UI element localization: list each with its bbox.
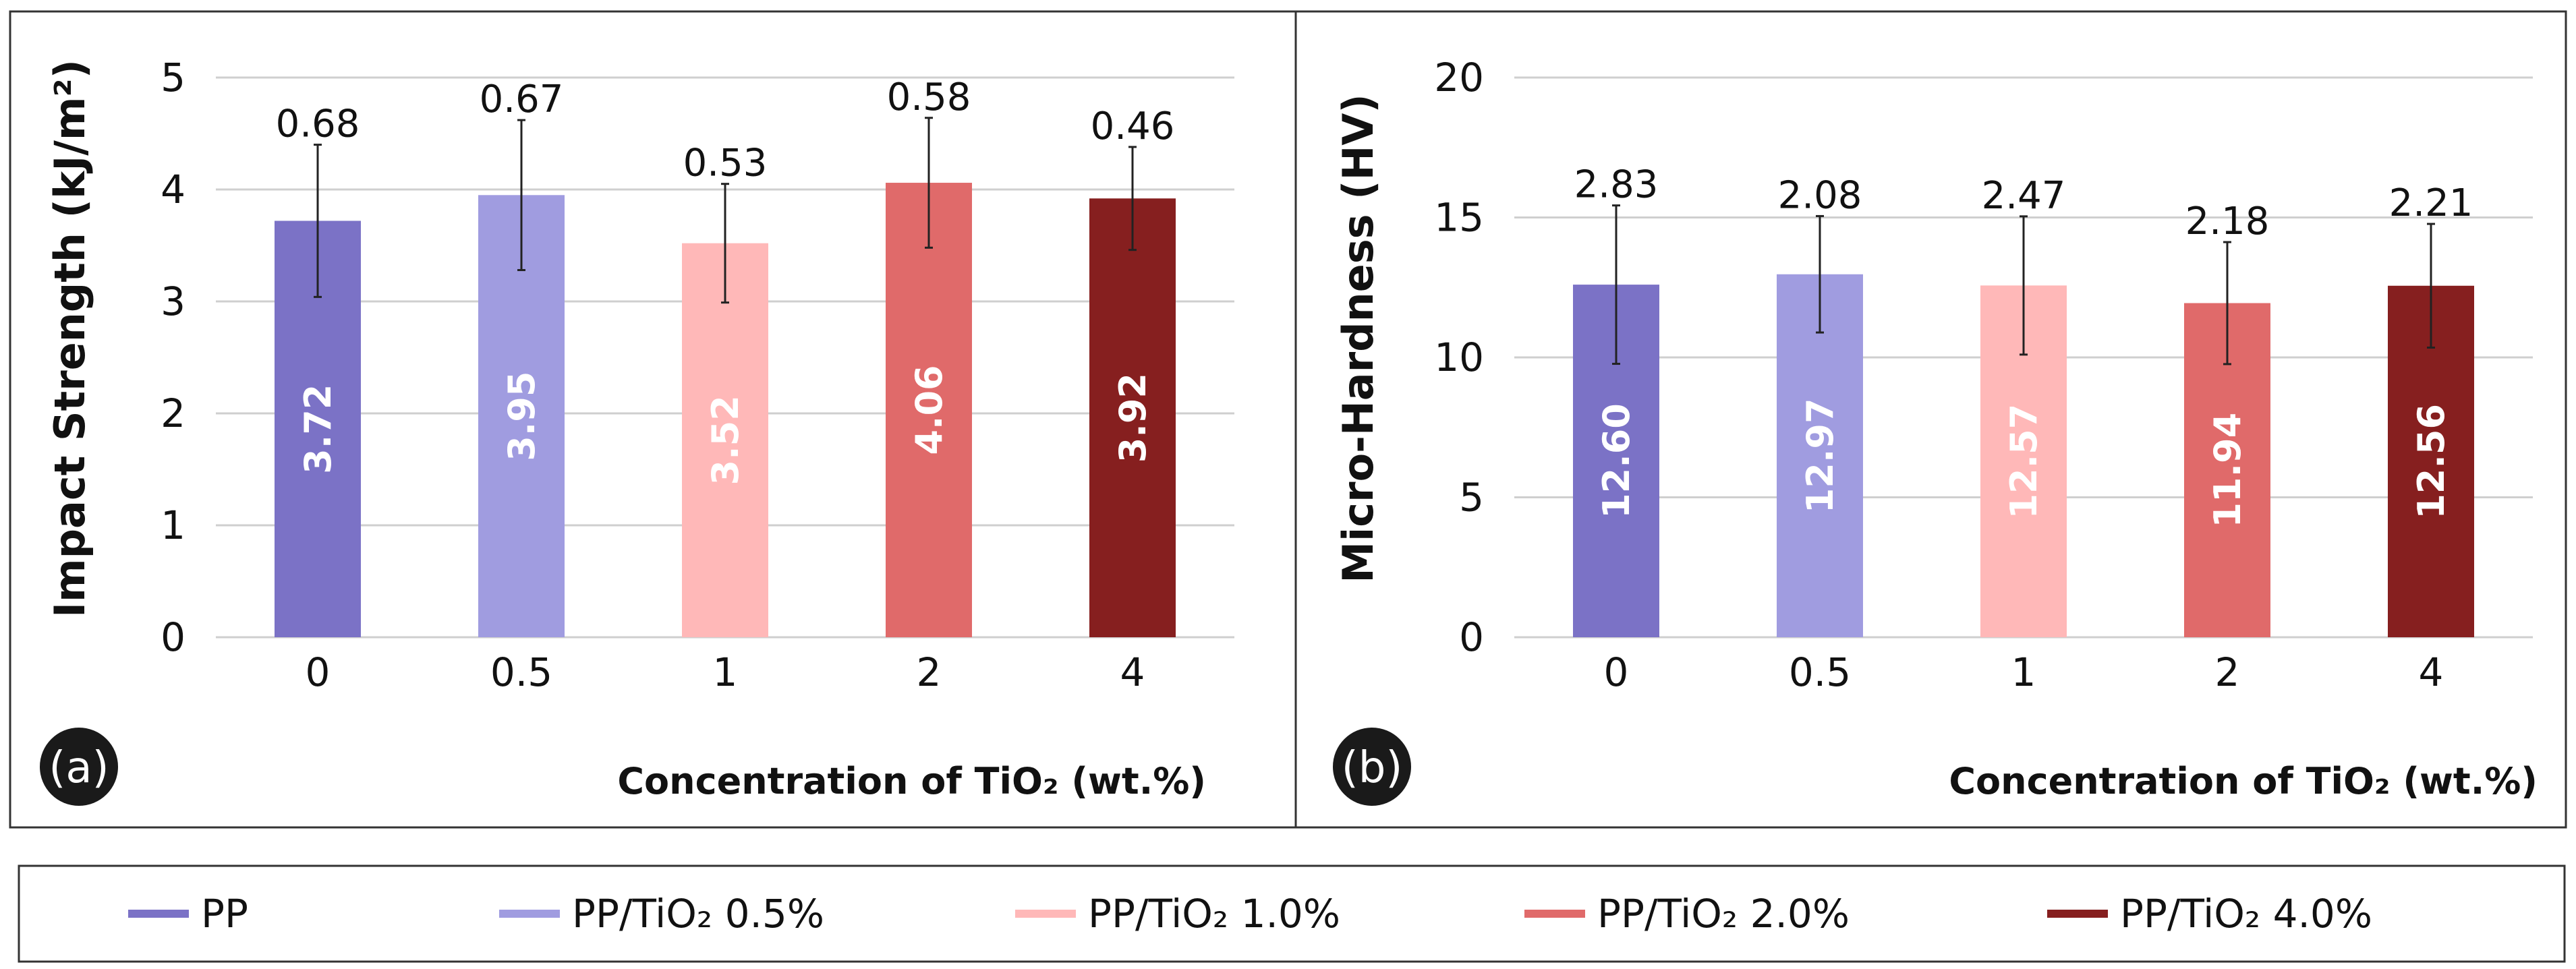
panel-b-ytick-label: 15 xyxy=(1434,195,1484,241)
panel-a-ytick-label: 2 xyxy=(161,390,185,436)
panel-b-ytick-label: 0 xyxy=(1459,614,1484,660)
panel-b-bar-value-label: 12.57 xyxy=(2003,404,2045,519)
panel-b-bar-value-label: 11.94 xyxy=(2206,413,2249,528)
legend-frame xyxy=(18,864,2566,963)
panel-a-xtick-label: 2 xyxy=(917,649,942,695)
panel-b-bar-value-label: 12.60 xyxy=(1595,403,1638,519)
panel-a-bar xyxy=(886,183,972,637)
panel-b-error-label: 2.21 xyxy=(2389,181,2473,225)
panel-b-xtick-label: 4 xyxy=(2419,649,2444,695)
panel-a-bar xyxy=(682,243,768,637)
panel-b-error-label: 2.83 xyxy=(1574,163,1659,207)
panel-b-error-label: 2.08 xyxy=(1778,173,1862,217)
panel-a-xlabel: Concentration of TiO₂ (wt.%) xyxy=(617,760,1206,802)
panel-b-xtick-label: 0.5 xyxy=(1789,649,1851,695)
panel-a-xtick-label: 0.5 xyxy=(490,649,552,695)
panel-a-ytick-label: 4 xyxy=(161,167,185,212)
panel-a-error-label: 0.58 xyxy=(887,76,971,119)
panel-b-ytick-label: 5 xyxy=(1459,475,1484,521)
panel-b-letter-badge xyxy=(1333,728,1411,806)
panel-a-ytick-label: 3 xyxy=(161,278,185,324)
panel-a-error-label: 0.67 xyxy=(480,78,564,121)
panel-a-bar xyxy=(1089,198,1176,637)
panel-a-xtick-label: 4 xyxy=(1120,649,1145,695)
legend-label-pp-tio2-4.0: PP/TiO₂ 4.0% xyxy=(2120,891,2372,937)
panel-a-error-label: 0.68 xyxy=(276,102,360,146)
panel-a-error-label: 0.46 xyxy=(1091,105,1175,148)
panel-a-ytick-label: 5 xyxy=(161,55,185,100)
panel-a-ytick-label: 1 xyxy=(161,502,185,548)
panel-a-bar-value-label: 3.95 xyxy=(500,372,543,461)
legend-label-pp-tio2-0.5: PP/TiO₂ 0.5% xyxy=(572,891,824,937)
panel-b-frame xyxy=(1294,10,2567,829)
panel-b-xtick-label: 2 xyxy=(2215,649,2240,695)
panel-a-chart: 3.72 3.95 3.52 4.06 3.92 0.680.670.530.580.4… xyxy=(40,55,1234,806)
legend: PP PP/TiO₂ 0.5% PP/TiO₂ 1.0% PP/TiO₂ 2.0… xyxy=(128,891,2372,937)
panel-b-xtick-label: 1 xyxy=(2011,649,2036,695)
panel-b-bar xyxy=(1777,274,1863,637)
legend-label-pp: PP xyxy=(201,891,248,937)
panel-a-ytick-label: 0 xyxy=(161,614,185,660)
panel-b-bar-value-label: 12.56 xyxy=(2410,404,2453,519)
panel-a-letter: (a) xyxy=(49,743,109,793)
panel-a-bar-value-label: 4.06 xyxy=(908,365,950,454)
panel-b-xlabel: Concentration of TiO₂ (wt.%) xyxy=(1949,760,2538,802)
panel-b-xtick-label: 0 xyxy=(1604,649,1629,695)
panel-b-error-label: 2.18 xyxy=(2185,200,2270,243)
panel-a-ylabel: Impact Strength (kJ/m²) xyxy=(45,59,94,618)
panel-a-xtick-label: 1 xyxy=(713,649,738,695)
panel-b-ytick-label: 10 xyxy=(1434,334,1484,380)
panel-a-bar-value-label: 3.52 xyxy=(704,395,747,485)
panel-b-chart: 12.60 12.97 12.57 11.94 12.56 2.83 2.08 2.47 2.… xyxy=(1333,55,2538,806)
panel-b-ylabel: Micro-Hardness (HV) xyxy=(1334,94,1383,583)
panel-a-frame xyxy=(9,10,1297,829)
panel-b-bar-value-label: 12.97 xyxy=(1799,398,1841,513)
panel-b-letter: (b) xyxy=(1342,743,1403,793)
panel-a-error-label: 0.53 xyxy=(683,142,768,185)
panel-b-error-label: 2.47 xyxy=(1982,174,2066,218)
legend-label-pp-tio2-2.0: PP/TiO₂ 2.0% xyxy=(1597,891,1850,937)
panel-a-letter-badge xyxy=(40,728,118,806)
panel-b-ytick-label: 20 xyxy=(1434,55,1484,100)
panel-a-xtick-label: 0 xyxy=(306,649,331,695)
legend-label-pp-tio2-1.0: PP/TiO₂ 1.0% xyxy=(1088,891,1340,937)
panel-a-bar-value-label: 3.92 xyxy=(1112,373,1154,463)
panel-a-bar-value-label: 3.72 xyxy=(297,384,339,474)
